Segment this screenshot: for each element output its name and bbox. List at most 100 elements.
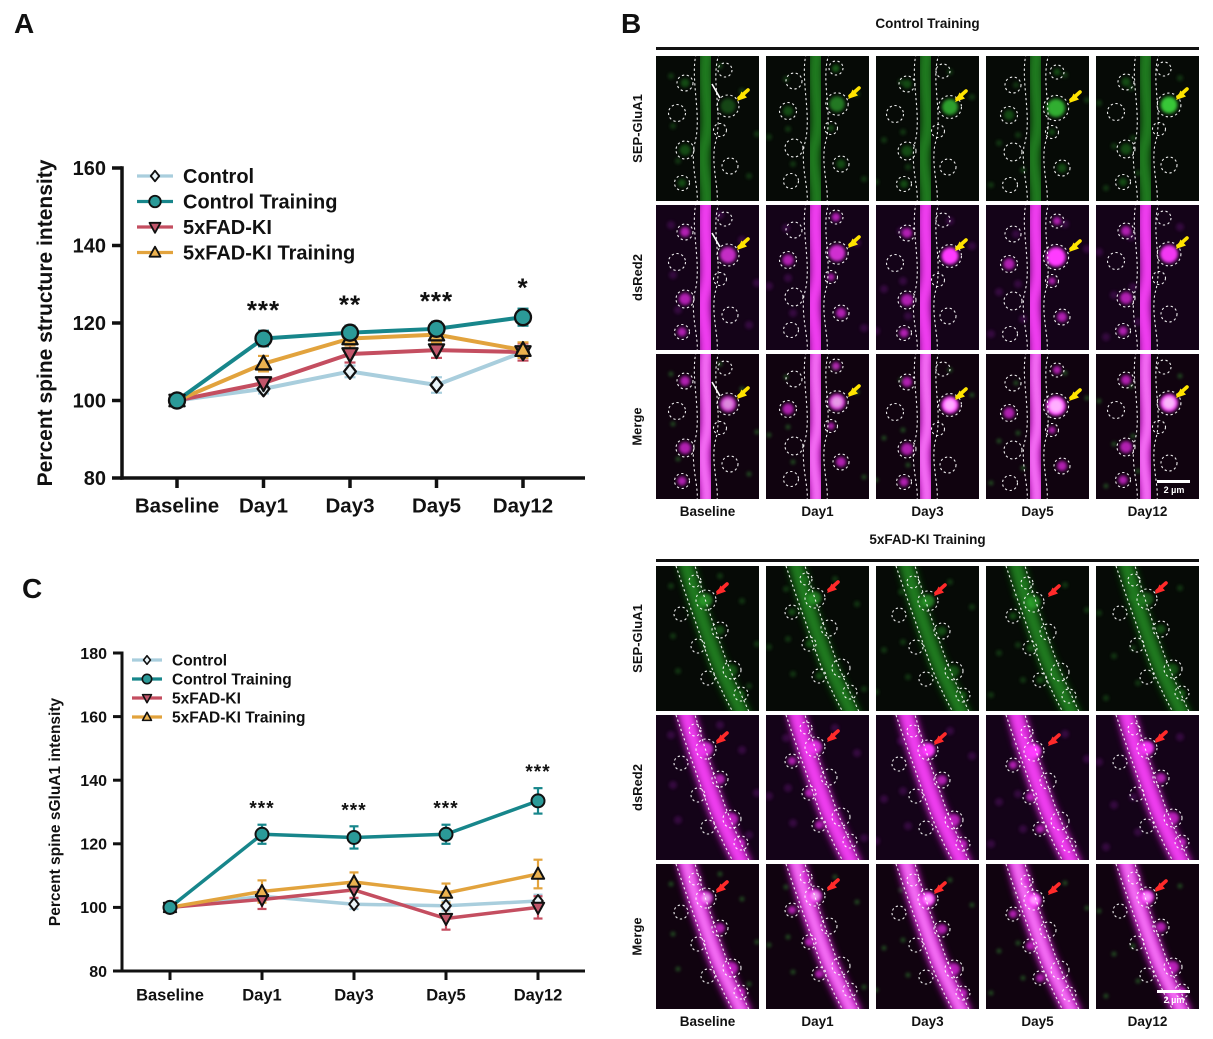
x-tick-label: Baseline — [135, 495, 219, 518]
data-point-marker — [346, 874, 362, 888]
data-point-marker — [530, 866, 546, 880]
spine-outline — [918, 969, 934, 985]
dendrite-outline — [785, 863, 845, 1013]
dendrite-outline — [823, 351, 830, 502]
dendrite-outline — [693, 561, 751, 715]
spine-outline — [1127, 871, 1141, 885]
channel-row-label: dsRed2 — [624, 205, 650, 350]
dendrite-outline — [913, 859, 971, 1013]
spine-outline — [695, 738, 717, 760]
spine-outline — [1151, 270, 1167, 286]
spine-outline — [1114, 471, 1132, 489]
legend-item-5xfad-ki-training: 5xFAD-KI Training — [132, 710, 306, 727]
legend-label: Control — [172, 653, 227, 670]
x-tick-label: Day3 — [325, 495, 374, 518]
dendrite-outline — [823, 53, 830, 204]
spine-outline — [785, 370, 803, 388]
spine-outline — [690, 936, 706, 952]
spine-outline — [895, 175, 913, 193]
spine-outline — [785, 72, 803, 90]
spine-outline — [1042, 94, 1070, 122]
spine-outline — [825, 390, 849, 414]
spine-outline — [667, 103, 687, 123]
data-point-marker — [141, 673, 153, 685]
legend-item-5xfad-ki: 5xFAD-KI — [137, 217, 272, 239]
dendrite-outline — [675, 714, 735, 864]
scale-bar — [1157, 480, 1190, 483]
spine-outline — [722, 660, 742, 680]
y-tick-label: 100 — [73, 391, 106, 413]
micrograph-group-title: 5xFAD-KI Training — [869, 532, 986, 547]
dendrite-outline — [1115, 714, 1175, 864]
legend-label: Control Training — [183, 192, 337, 214]
spine-outline — [690, 787, 706, 803]
spine-outline — [799, 721, 813, 735]
spine-outline — [1049, 64, 1065, 80]
spine-outline — [801, 636, 817, 652]
micrograph-cell — [986, 193, 1091, 359]
spine-outline — [891, 607, 907, 623]
dendrite-outline — [895, 863, 955, 1013]
spine-outline — [1023, 740, 1045, 762]
micrograph-cell — [765, 193, 869, 359]
channel-row-label-text: dsRed2 — [629, 254, 645, 301]
spine-outline — [1151, 121, 1167, 137]
spine-outline — [811, 668, 827, 684]
spine-outline — [1116, 437, 1136, 457]
spine-outline — [918, 671, 934, 687]
spine-outline — [1003, 440, 1023, 460]
timepoint-column-label: Day1 — [801, 504, 834, 519]
data-point-marker — [141, 693, 153, 704]
micrograph-cell — [766, 554, 869, 722]
spine-outline — [1160, 305, 1178, 323]
data-point-marker — [348, 897, 360, 912]
micrograph-cell — [873, 851, 979, 1020]
arrow-icon — [955, 89, 968, 102]
micrograph-cell — [873, 342, 979, 508]
spine-outline — [1136, 886, 1158, 908]
legend-item-5xfad-ki: 5xFAD-KI — [132, 691, 241, 708]
arrow-icon — [848, 384, 861, 397]
spine-outline — [1116, 139, 1136, 159]
dendrite-outline — [1132, 53, 1138, 204]
channel-row-label: Merge — [624, 354, 650, 499]
spine-outline — [1117, 222, 1135, 240]
dendrite-outline — [1022, 53, 1028, 204]
data-point-marker — [162, 899, 178, 915]
dendrite-outline — [1115, 863, 1175, 1013]
legend-label: 5xFAD-KI — [172, 691, 241, 708]
spine-outline — [1053, 159, 1071, 177]
data-point-marker — [148, 194, 162, 209]
dendrite-outline — [1153, 53, 1160, 204]
spine-outline — [842, 982, 858, 998]
spine-outline — [1112, 754, 1128, 770]
spine-outline — [785, 221, 803, 239]
spine-outline — [820, 619, 838, 637]
micrograph-cell — [986, 702, 1091, 871]
spine-outline — [908, 937, 924, 953]
spine-outline — [711, 621, 729, 639]
significance-label: *** — [341, 800, 366, 821]
spine-outline — [784, 436, 804, 456]
spine-outline — [778, 250, 798, 270]
spine-outline — [1001, 474, 1019, 492]
spine-outline — [1042, 243, 1070, 271]
spine-outline — [717, 62, 733, 78]
dendrite-outline — [1022, 351, 1028, 502]
spine-outline — [999, 254, 1019, 274]
spine-outline — [935, 63, 951, 79]
spine-outline — [1039, 623, 1057, 641]
spine-outline — [695, 887, 717, 909]
dendrite-outline — [692, 53, 698, 204]
spine-outline — [1117, 73, 1135, 91]
micrograph-cell — [1096, 44, 1199, 210]
spine-outline — [1049, 213, 1065, 229]
spine-outline — [667, 401, 687, 421]
spine-outline — [1053, 457, 1071, 475]
spine-outline — [999, 105, 1019, 125]
spine-outline — [1005, 906, 1021, 922]
title-underline — [656, 47, 1199, 50]
spine-outline — [722, 809, 742, 829]
spine-outline — [1023, 889, 1045, 911]
spine-outline — [831, 658, 851, 678]
